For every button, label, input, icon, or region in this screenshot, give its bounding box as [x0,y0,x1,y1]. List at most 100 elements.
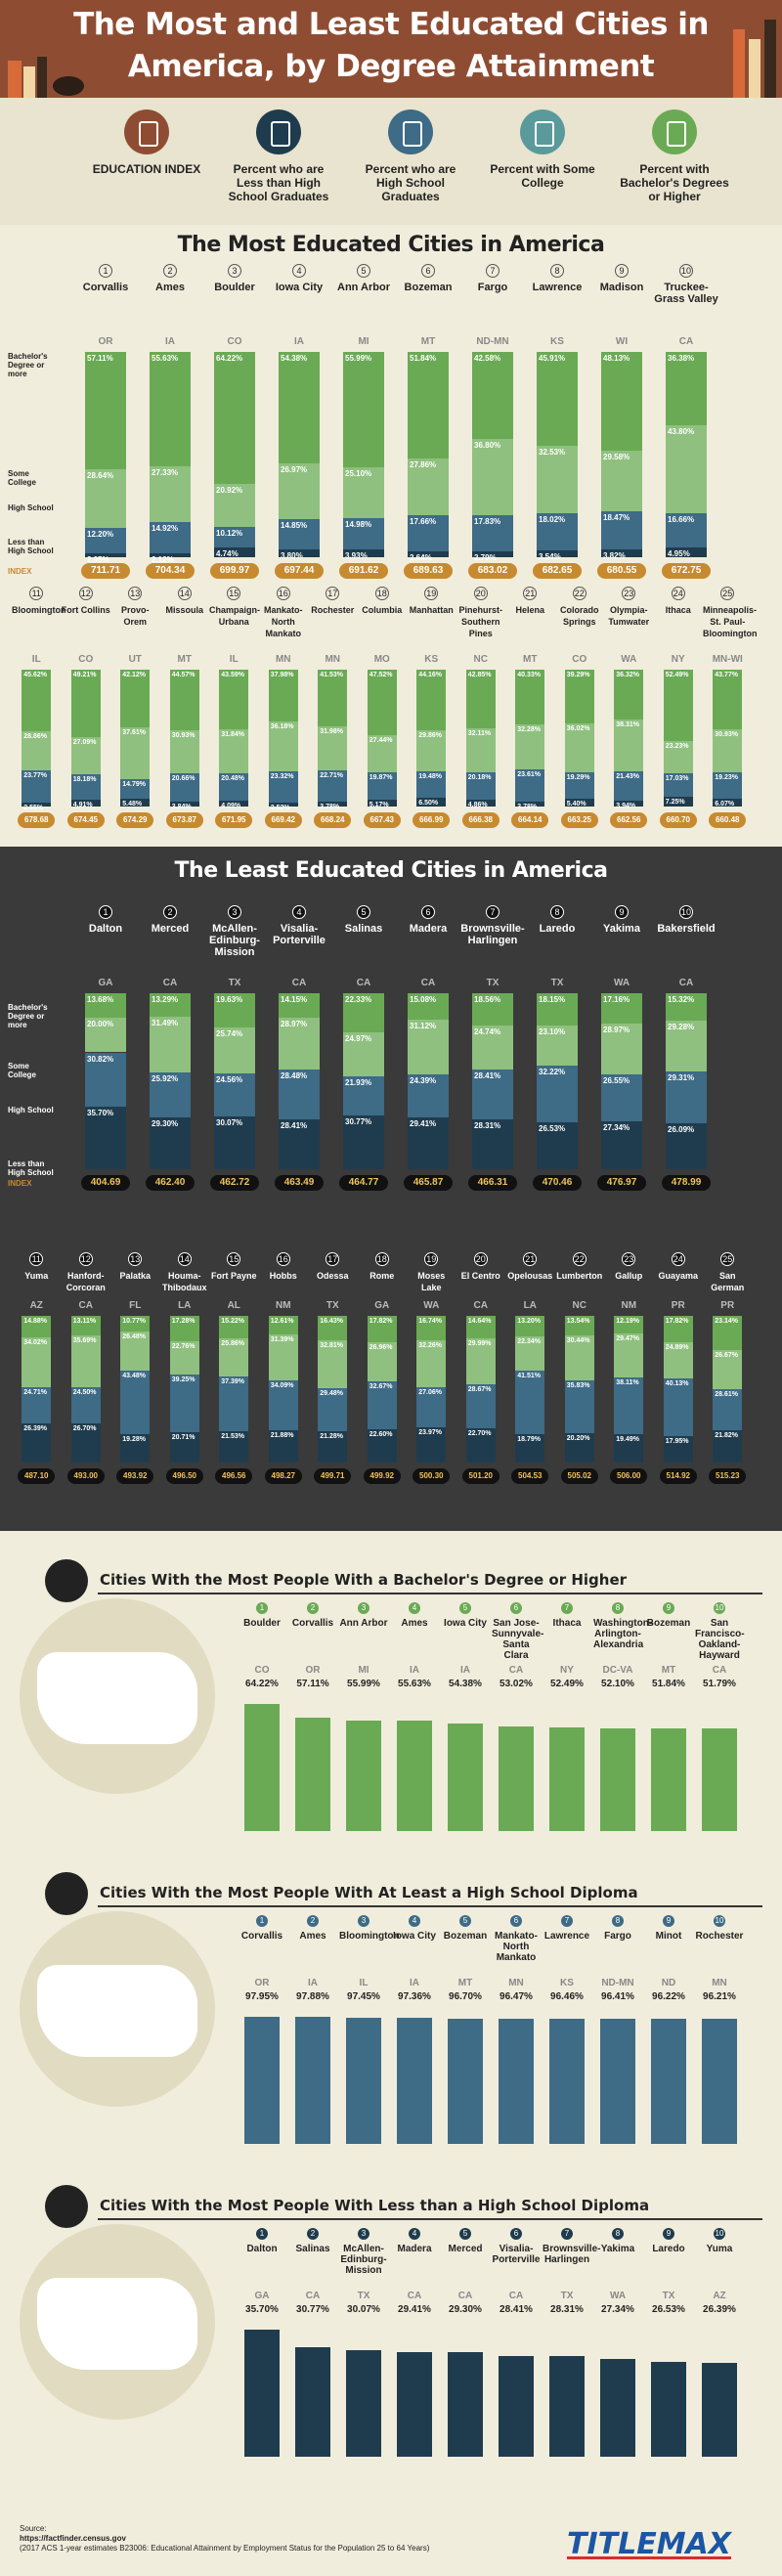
stacked-bar: 14.15% 28.97% 28.48% 28.41% [279,993,320,1169]
stacked-bar: 12.61% 31.39% 34.09% 21.88% [268,1316,298,1463]
state-code: CO [227,336,242,347]
bar-segment-hs: 38.11% [614,1376,644,1434]
segment-label: 27.44% [369,736,393,744]
segment-label: 25.86% [221,1339,244,1347]
segment-label: 14.98% [345,520,372,530]
rank-badge: 20 [473,1252,488,1266]
legend-label: Percent who are High School Graduates [365,162,456,203]
segment-label: 17.16% [603,995,630,1004]
state-code: MI [358,336,369,347]
bar-segment-hs: 18.18% [70,774,101,801]
segment-label: 17.28% [171,1318,196,1325]
source-label: Source: [20,2524,47,2533]
value-bar [244,2330,280,2457]
bar-segment-hs: 23.32% [268,770,298,804]
index-value: 678.68 [18,812,56,828]
bar-segment-ba: 37.98% [268,670,298,722]
legend-icon [520,109,565,154]
value-bar [448,2352,483,2457]
source-url[interactable]: https://factfinder.census.gov [20,2534,126,2543]
bar-segment-sc: 28.64% [85,468,126,529]
stacked-bar: 37.98% 36.18% 23.32% 2.52% [268,670,298,811]
segment-label: 29.41% [410,1119,437,1129]
city-name: Mankato-North Mankato [263,605,303,638]
section-rule [98,2218,762,2220]
value-label: 51.84% [652,1679,685,1689]
state-code: CO [254,1665,270,1676]
bar-segment-ba: 13.11% [70,1316,101,1335]
bar-segment-ba: 13.54% [564,1316,594,1336]
legend-item: Percent with Some College [484,109,601,190]
city-name: Gallup [615,1271,643,1281]
city-name: Colorado Springs [560,605,599,627]
state-code: FL [129,1300,142,1311]
bar-segment-lt: 3.80% [279,549,320,560]
segment-label: 4.09% [221,803,241,810]
bar-segment-ba: 14.64% [465,1316,496,1338]
index-value: 691.62 [339,563,388,579]
bar-segment-ba: 43.77% [713,670,743,730]
rank-badge: 15 [227,1252,241,1266]
state-code: CA [420,978,436,988]
bar-segment-hs: 28.41% [472,1069,513,1120]
city-name: Boulder [214,282,255,293]
bar-segment-lt: 20.71% [169,1431,199,1463]
bar-segment-ba: 18.56% [472,993,513,1026]
segment-label: 52.49% [665,672,689,678]
index-value: 680.55 [597,563,646,579]
rank-badge: 5 [357,905,370,919]
state-code: NM [621,1300,637,1311]
bar-segment-hs: 41.51% [515,1370,545,1434]
rank-badge: 10 [679,264,693,278]
stacked-bar: 41.53% 31.98% 22.71% 3.78% [318,670,348,810]
bar-segment-hs: 24.71% [22,1387,52,1424]
value-label: 29.41% [398,2304,431,2315]
city-name: Rochester [311,605,355,615]
bar-segment-lt: 3.54% [537,549,578,561]
rank-badge: 25 [720,587,735,600]
bar-segment-ba: 44.57% [169,670,199,731]
value-bar [549,2018,585,2144]
stacked-bar: 44.57% 30.93% 20.66% 3.84% [169,670,199,810]
state-code: KS [424,654,439,665]
bar-segment-lt: 3.84% [169,801,199,810]
segment-label: 30.07% [216,1117,243,1127]
city-name: Fargo [604,1931,631,1942]
rank-badge: 10 [714,1915,725,1927]
value-bar [346,2349,381,2457]
index-value: 464.77 [339,1175,388,1191]
rank-badge: 9 [663,2228,674,2240]
segment-label: 35.69% [72,1336,97,1344]
segment-label: 22.33% [345,995,372,1004]
value-bar [295,2017,330,2144]
legend-icon [652,109,697,154]
bar-segment-hs: 14.92% [150,522,191,553]
bar-segment-ba: 15.08% [408,993,449,1021]
bar-segment-sc: 34.02% [22,1337,52,1388]
index-value: 672.75 [662,563,711,579]
bar-segment-hs: 40.13% [663,1377,693,1437]
bar-segment-sc: 30.44% [564,1335,594,1380]
index-value: 476.97 [597,1175,646,1191]
segment-label: 54.38% [281,354,308,363]
bar-segment-sc: 22.34% [515,1335,545,1371]
bar-segment-sc: 20.92% [214,483,255,527]
bar-segment-sc: 31.84% [219,729,249,773]
value-bar [549,2355,585,2457]
value-bar [702,2362,737,2457]
bar-segment-sc: 36.18% [268,721,298,771]
rank-badge: 11 [29,1252,44,1266]
city-name: Corvallis [291,1618,334,1629]
segment-label: 32.26% [418,1342,442,1350]
bar-segment-sc: 31.98% [318,726,348,770]
bar-segment-lt: 6.07% [713,798,743,808]
segment-label: 3.94% [616,803,636,810]
bar-segment-lt: 28.31% [472,1119,513,1169]
index-value: 664.14 [511,812,549,828]
rank-badge: 6 [421,905,435,919]
city-name: Lawrence [532,282,583,293]
city-name: Bozeman [404,282,453,293]
segment-label: 35.70% [87,1108,114,1117]
bar-segment-hs: 23.61% [515,768,545,802]
legend-item: EDUCATION INDEX [88,109,205,176]
